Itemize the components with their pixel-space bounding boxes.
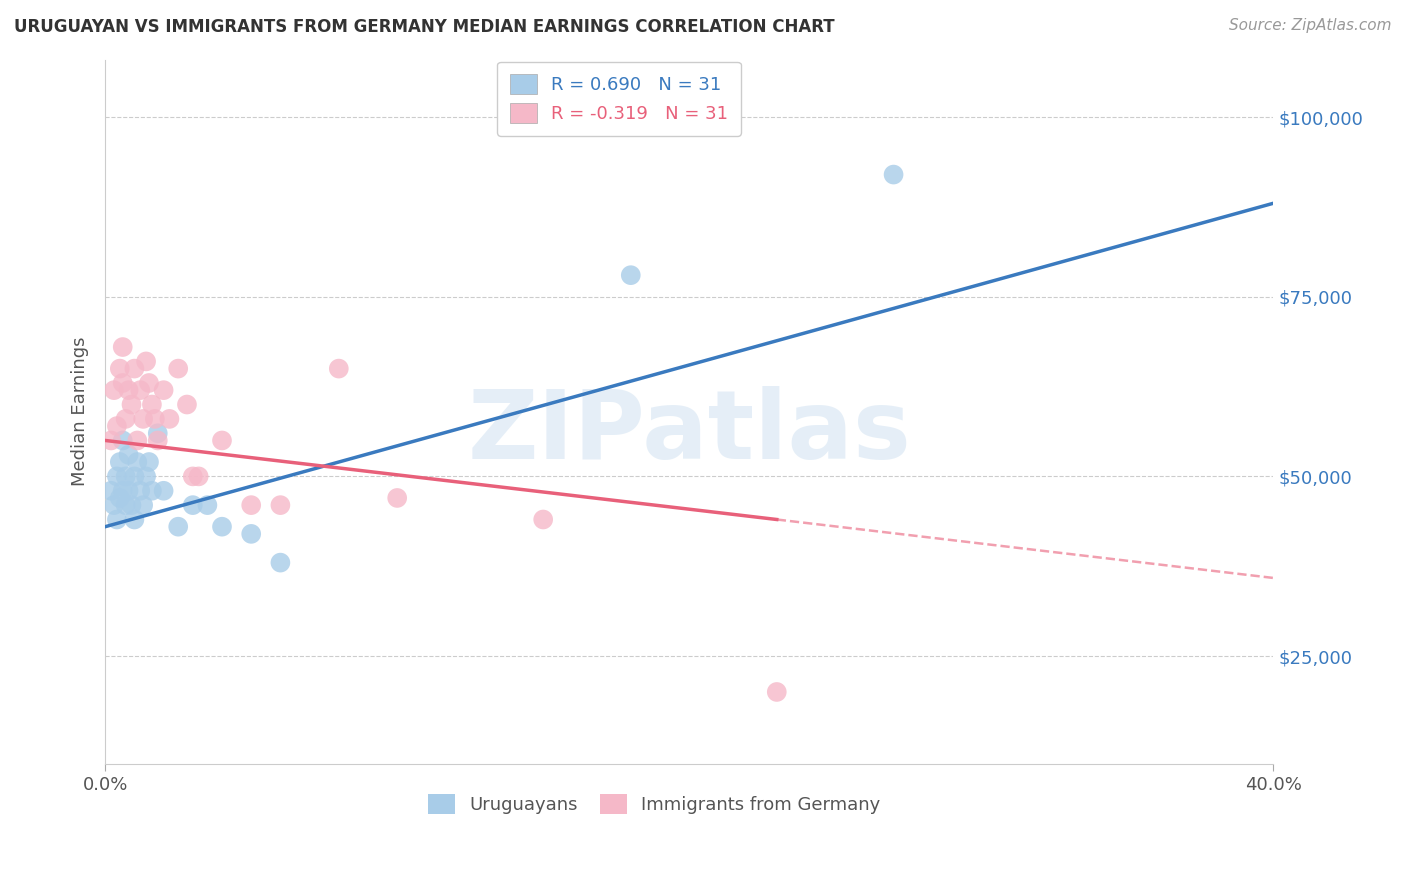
- Text: URUGUAYAN VS IMMIGRANTS FROM GERMANY MEDIAN EARNINGS CORRELATION CHART: URUGUAYAN VS IMMIGRANTS FROM GERMANY MED…: [14, 18, 835, 36]
- Point: [114, 469, 136, 483]
- Point: [211, 434, 233, 448]
- Point: [103, 498, 125, 512]
- Point: [141, 483, 163, 498]
- Point: [152, 383, 174, 397]
- Point: [167, 519, 190, 533]
- Point: [387, 491, 409, 505]
- Point: [132, 498, 155, 512]
- Point: [146, 426, 169, 441]
- Point: [197, 498, 219, 512]
- Point: [105, 512, 128, 526]
- Point: [167, 361, 190, 376]
- Point: [100, 483, 122, 498]
- Point: [124, 361, 146, 376]
- Point: [117, 483, 139, 498]
- Point: [181, 469, 204, 483]
- Text: ZIPatlas: ZIPatlas: [467, 386, 911, 479]
- Point: [240, 498, 263, 512]
- Point: [187, 469, 209, 483]
- Point: [138, 455, 160, 469]
- Point: [114, 498, 136, 512]
- Point: [108, 491, 131, 505]
- Point: [129, 383, 152, 397]
- Point: [117, 383, 139, 397]
- Text: Source: ZipAtlas.com: Source: ZipAtlas.com: [1229, 18, 1392, 33]
- Point: [138, 376, 160, 390]
- Legend: Uruguayans, Immigrants from Germany: Uruguayans, Immigrants from Germany: [418, 784, 891, 825]
- Point: [127, 455, 149, 469]
- Point: [135, 354, 157, 368]
- Point: [108, 455, 131, 469]
- Point: [159, 412, 181, 426]
- Point: [181, 498, 204, 512]
- Point: [100, 434, 122, 448]
- Point: [176, 398, 198, 412]
- Point: [143, 412, 166, 426]
- Point: [240, 527, 263, 541]
- Point: [211, 519, 233, 533]
- Point: [108, 361, 131, 376]
- Point: [121, 498, 143, 512]
- Point: [111, 434, 134, 448]
- Point: [152, 483, 174, 498]
- Point: [135, 469, 157, 483]
- Point: [132, 412, 155, 426]
- Point: [124, 512, 146, 526]
- Point: [269, 556, 291, 570]
- Point: [111, 340, 134, 354]
- Point: [117, 448, 139, 462]
- Point: [124, 469, 146, 483]
- Point: [328, 361, 350, 376]
- Point: [531, 512, 554, 526]
- Y-axis label: Median Earnings: Median Earnings: [72, 337, 89, 486]
- Point: [146, 434, 169, 448]
- Point: [111, 483, 134, 498]
- Point: [105, 469, 128, 483]
- Point: [127, 434, 149, 448]
- Point: [883, 168, 905, 182]
- Point: [114, 412, 136, 426]
- Point: [103, 383, 125, 397]
- Point: [129, 483, 152, 498]
- Point: [141, 398, 163, 412]
- Point: [620, 268, 643, 282]
- Point: [269, 498, 291, 512]
- Point: [765, 685, 787, 699]
- Point: [111, 376, 134, 390]
- Point: [121, 398, 143, 412]
- Point: [105, 419, 128, 434]
